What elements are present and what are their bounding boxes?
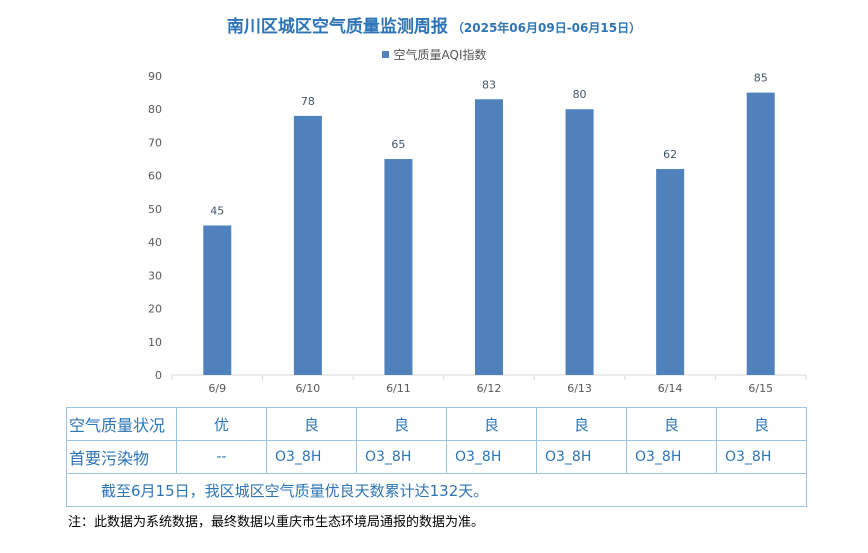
bar [565,109,594,375]
table-cell: 良 [626,407,717,441]
data-label: 78 [301,95,315,108]
table-cell: O3_8H [626,440,717,474]
table-cell: O3_8H [536,440,627,474]
summary-text: 截至6月15日，我区城区空气质量优良天数累计达132天。 [66,473,807,507]
y-tick-label: 80 [148,103,162,116]
table-row: 截至6月15日，我区城区空气质量优良天数累计达132天。 [66,473,807,507]
x-tick-label: 6/11 [386,382,411,395]
bar [384,159,413,375]
table-cell: -- [176,440,267,474]
row-label-air-quality: 空气质量状况 [66,407,177,441]
table-cell: 良 [446,407,537,441]
legend-label: 空气质量AQI指数 [393,48,487,62]
table-cell: 良 [536,407,627,441]
chart-title: 南川区城区空气质量监测周报 （2025年06月09日-06月15日） [0,12,868,37]
table-cell: 良 [266,407,357,441]
title-date-range: （2025年06月09日-06月15日） [451,21,642,35]
data-label: 80 [573,88,587,101]
bar [746,92,775,375]
table-cell: O3_8H [266,440,357,474]
data-label: 62 [663,148,677,161]
y-tick-label: 70 [148,136,162,149]
legend: 空气质量AQI指数 [0,46,868,63]
table-row: 首要污染物 -- O3_8H O3_8H O3_8H O3_8H O3_8H O… [66,440,807,474]
bar [293,115,322,375]
data-label: 45 [210,205,224,218]
y-tick-label: 20 [148,303,162,316]
table-cell: 良 [716,407,807,441]
data-label: 85 [754,72,768,85]
bar [656,169,685,375]
x-tick-label: 6/13 [567,382,592,395]
y-tick-label: 90 [148,70,162,83]
title-main: 南川区城区空气质量监测周报 [226,17,448,37]
y-tick-label: 30 [148,269,162,282]
summary-table: 空气质量状况 优 良 良 良 良 良 良 首要污染物 -- O3_8H O3_8… [66,407,807,507]
x-tick-label: 6/15 [748,382,773,395]
row-label-primary-pollutant: 首要污染物 [66,440,177,474]
table-cell: O3_8H [716,440,807,474]
y-tick-label: 10 [148,336,162,349]
footnote: 注：此数据为系统数据，最终数据以重庆市生态环境局通报的数据为准。 [68,515,485,530]
table-cell: O3_8H [356,440,447,474]
data-label: 83 [482,78,496,91]
table-row: 空气质量状况 优 良 良 良 良 良 良 [66,407,807,441]
bar-chart: 0 10 20 30 40 50 60 70 80 90 45 6/9 78 6/10 65 6/11 83 6/… [148,70,807,395]
y-tick-label: 50 [148,203,162,216]
data-label: 65 [391,138,405,151]
bar [475,99,503,375]
x-tick-label: 6/12 [477,382,502,395]
x-tick-label: 6/10 [296,382,321,395]
table-cell: 优 [176,407,267,441]
y-tick-label: 60 [148,170,162,183]
legend-swatch [381,51,389,58]
table-cell: O3_8H [446,440,537,474]
table-cell: 良 [356,407,447,441]
bar [203,225,232,375]
x-tick-label: 6/14 [658,382,683,395]
y-tick-label: 40 [148,236,162,249]
y-tick-label: 0 [155,369,162,382]
x-tick-label: 6/9 [208,382,226,395]
